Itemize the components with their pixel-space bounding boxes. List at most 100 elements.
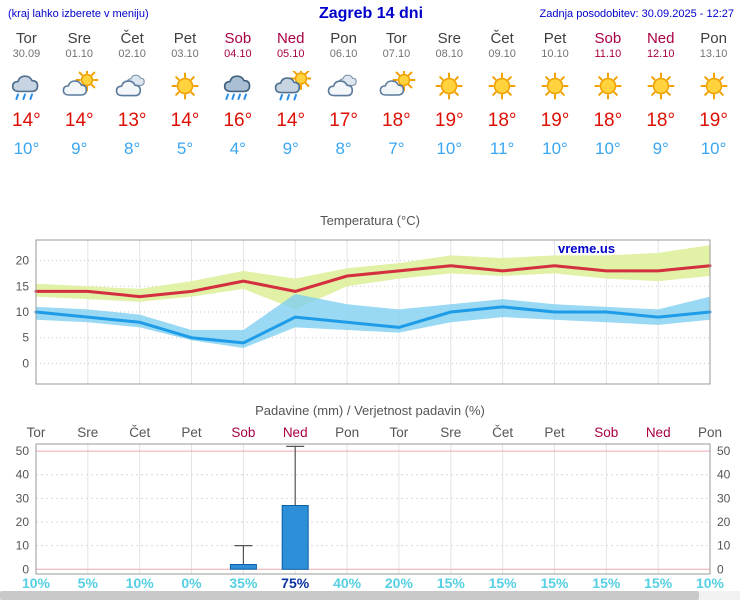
- precip-bar: [281, 505, 309, 570]
- precip-probability: 15%: [592, 575, 621, 591]
- min-temperature: 10°: [542, 139, 568, 158]
- min-temperature: 8°: [124, 139, 141, 158]
- precip-day-label: Ned: [646, 425, 671, 440]
- precip-probability: 10%: [22, 575, 51, 591]
- day-date: 13.10: [699, 48, 728, 60]
- day-name: Čet: [120, 30, 144, 47]
- precip-day-label: Pon: [335, 425, 359, 440]
- svg-text:30: 30: [16, 491, 30, 505]
- day-column: Sre 08.10 19° 10°: [423, 30, 476, 159]
- cloudy-icon: [106, 65, 159, 107]
- precip-day-label: Sre: [440, 425, 461, 440]
- menu-hint: (kraj lahko izberete v meniju): [8, 8, 149, 20]
- day-name: Tor: [16, 30, 37, 47]
- svg-text:10: 10: [16, 305, 30, 319]
- precip-probability: 20%: [385, 575, 414, 591]
- sun-icon: [529, 65, 582, 107]
- day-column: Ned 12.10 18° 9°: [634, 30, 687, 159]
- last-updated: Zadnja posodobitev: 30.09.2025 - 12:27: [539, 8, 734, 20]
- day-name: Ned: [276, 30, 305, 47]
- page-title: Zagreb 14 dni: [318, 5, 424, 22]
- day-date: 11.10: [594, 48, 622, 60]
- day-column: Pet 03.10 14° 5°: [159, 30, 212, 159]
- day-column: Pon 13.10 19° 10°: [687, 30, 740, 159]
- day-name: Čet: [490, 30, 514, 47]
- day-date: 07.10: [382, 48, 411, 60]
- day-name: Sob: [224, 30, 252, 47]
- day-column: Čet 09.10 18° 11°: [476, 30, 529, 159]
- max-temperature: 18°: [593, 110, 623, 131]
- day-date: 04.10: [224, 48, 252, 60]
- precip-day-label: Pet: [181, 425, 202, 440]
- temperature-chart: 0 5 10 15 20 vreme.us: [16, 239, 712, 385]
- min-temperature: 9°: [282, 139, 299, 158]
- day-column: Tor 30.09 14° 10°: [0, 30, 53, 159]
- svg-text:5: 5: [22, 331, 29, 345]
- sun-icon: [423, 65, 476, 107]
- day-date: 05.10: [276, 48, 305, 60]
- sun-icon: [476, 65, 529, 107]
- watermark: vreme.us: [558, 241, 615, 256]
- min-temperature: 10°: [436, 139, 463, 158]
- sun-icon: [634, 65, 687, 107]
- svg-text:20: 20: [16, 515, 30, 529]
- day-date: 01.10: [65, 48, 94, 60]
- day-date: 08.10: [435, 48, 464, 60]
- min-temperature: 9°: [652, 139, 669, 158]
- sun-icon: [687, 65, 740, 107]
- svg-text:20: 20: [16, 254, 30, 268]
- max-temperature: 14°: [64, 110, 94, 131]
- min-temperature: 5°: [176, 139, 194, 158]
- precip-day-label: Sob: [594, 425, 618, 440]
- cloudy-icon: [317, 65, 370, 107]
- day-name: Sre: [67, 30, 91, 47]
- precip-probability: 15%: [489, 575, 518, 591]
- day-name: Pet: [543, 30, 567, 47]
- day-column: Sob 04.10 16° 4°: [211, 30, 264, 159]
- day-date: 03.10: [171, 48, 199, 60]
- max-temperature: 19°: [434, 110, 464, 131]
- header: (kraj lahko izberete v meniju) Zagreb 14…: [8, 5, 734, 23]
- precip-probability: 15%: [644, 575, 673, 591]
- horizontal-scrollbar[interactable]: [0, 591, 740, 600]
- svg-text:0: 0: [717, 562, 724, 576]
- day-name: Ned: [646, 30, 675, 47]
- day-name: Sob: [594, 30, 622, 47]
- day-name: Pon: [700, 30, 727, 47]
- rain-sun-icon: [264, 65, 317, 107]
- day-column: Pon 06.10 17° 8°: [317, 30, 370, 159]
- max-temperature: 18°: [646, 110, 676, 131]
- precip-day-label: Tor: [390, 425, 409, 440]
- precip-probability: 15%: [540, 575, 569, 591]
- precip-day-label: Sre: [77, 425, 98, 440]
- sun-icon: [581, 65, 634, 107]
- day-date: 06.10: [329, 48, 358, 60]
- day-column: Čet 02.10 13° 8°: [106, 30, 159, 159]
- day-column: Tor 07.10 18° 7°: [370, 30, 423, 159]
- precip-probability: 35%: [229, 575, 258, 591]
- days-row: Tor 30.09 14° 10° Sre 01.10 14° 9° Čet 02.10 13° 8°…: [0, 30, 740, 159]
- rain-icon: [0, 65, 53, 107]
- precip-day-label: Sob: [231, 425, 255, 440]
- max-temperature: 14°: [170, 110, 200, 131]
- precip-day-label: Ned: [283, 425, 308, 440]
- svg-text:50: 50: [16, 444, 30, 458]
- day-date: 09.10: [488, 48, 516, 60]
- day-name: Tor: [386, 30, 407, 47]
- min-temperature: 8°: [335, 139, 352, 158]
- min-temperature: 10°: [13, 139, 40, 158]
- day-date: 10.10: [541, 48, 569, 60]
- scrollbar-thumb[interactable]: [0, 591, 699, 600]
- precip-day-label: Pet: [544, 425, 565, 440]
- precip-probability: 15%: [437, 575, 466, 591]
- day-name: Pet: [173, 30, 197, 47]
- precip-probability: 10%: [696, 575, 725, 591]
- svg-text:0: 0: [22, 356, 29, 370]
- precip-day-label: Čet: [492, 425, 513, 440]
- partly-icon: [53, 65, 106, 107]
- max-temperature: 18°: [487, 110, 517, 131]
- max-temperature: 14°: [276, 110, 306, 131]
- precip-bar: [229, 564, 257, 570]
- svg-text:20: 20: [717, 515, 731, 529]
- max-temperature: 14°: [12, 110, 41, 131]
